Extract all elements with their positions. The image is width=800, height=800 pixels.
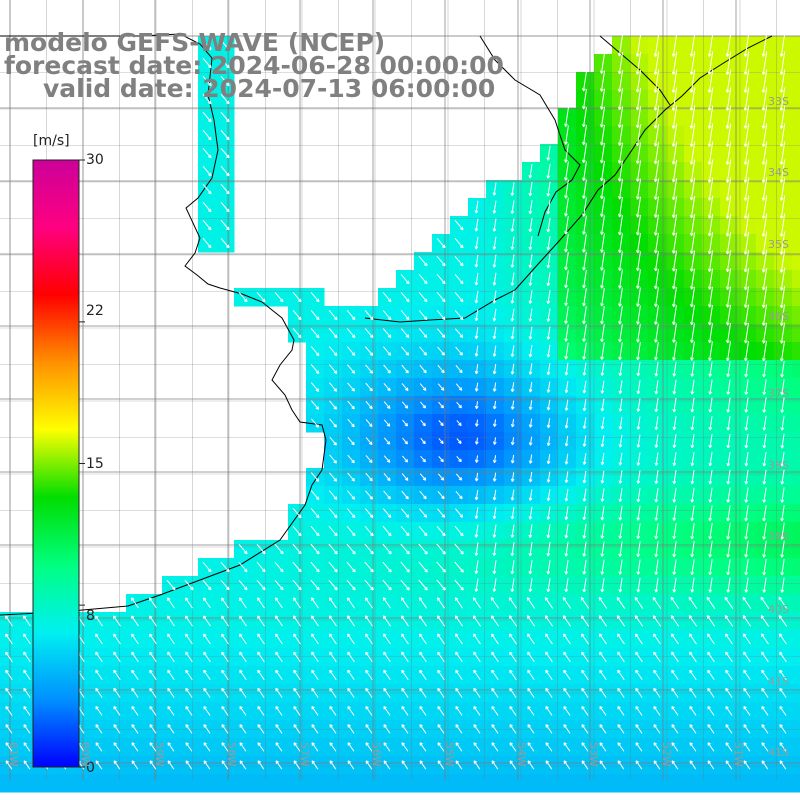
lat-label-40s: 40S <box>768 603 789 616</box>
colorbar-tick-15: 15 <box>86 456 104 472</box>
lon-label-57w: 57W <box>298 742 311 767</box>
title-forecast-date: forecast date: 2024-06-28 00:00:00 <box>4 51 504 80</box>
lat-label-38s: 38S <box>768 459 789 472</box>
colorbar-unit: [m/s] <box>33 133 70 149</box>
lat-label-41s: 41S <box>768 675 789 688</box>
lat-label-36s: 36S <box>768 310 789 323</box>
lon-label-59w: 59W <box>153 742 166 767</box>
lon-label-56w: 56W <box>370 742 383 767</box>
lat-label-35s: 35S <box>768 238 789 251</box>
colorbar-tick-8: 8 <box>86 608 95 624</box>
lat-label-33s: 33S <box>768 95 789 108</box>
title-model: modelo GEFS-WAVE (NCEP) <box>4 28 386 57</box>
lon-label-60w: 60W <box>79 742 92 767</box>
lon-label-61w: 61W <box>7 742 20 767</box>
lat-label-42s: 41S <box>768 746 789 759</box>
coastline <box>0 33 773 616</box>
wind-arrows <box>5 33 788 770</box>
colorbar-tick-0: 0 <box>86 760 95 776</box>
lon-label-54w: 54W <box>515 742 528 767</box>
lat-label-37s: 37S <box>768 387 789 400</box>
lon-label-51w: 51W <box>732 742 745 767</box>
colorbar <box>32 159 85 768</box>
lon-label-53w: 53W <box>587 742 600 767</box>
lat-label-34s: 34S <box>768 166 789 179</box>
colorbar-tick-30: 30 <box>86 152 104 168</box>
lon-label-55w: 55W <box>443 742 456 767</box>
colorbar-tick-22: 22 <box>86 303 104 319</box>
lon-label-58w: 58W <box>225 742 238 767</box>
wind-speed-field <box>0 36 800 793</box>
title-valid-date: valid date: 2024-07-13 06:00:00 <box>43 74 496 103</box>
lon-label-52w: 52W <box>660 742 673 767</box>
lat-label-39s: 39S <box>768 530 789 543</box>
